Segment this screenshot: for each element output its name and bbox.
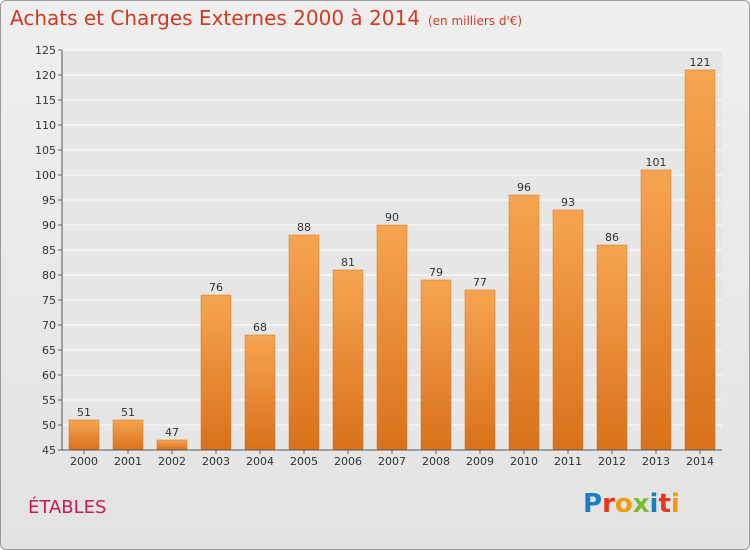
y-tick-label: 50 (42, 419, 56, 432)
logo-letter: x (632, 489, 650, 519)
y-tick-label: 65 (42, 344, 56, 357)
y-tick-label: 105 (35, 144, 56, 157)
commune-name: ÉTABLES (28, 497, 107, 518)
x-tick-label: 2005 (290, 455, 318, 468)
y-tick-label: 75 (42, 294, 56, 307)
bar-2012 (596, 244, 628, 451)
bar-value-label: 51 (77, 406, 91, 419)
bar-2006 (332, 269, 364, 451)
x-tick-label: 2001 (114, 455, 142, 468)
x-tick-label: 2014 (686, 455, 714, 468)
bar-value-label: 79 (429, 266, 443, 279)
bar-value-label: 90 (385, 211, 399, 224)
x-tick-label: 2003 (202, 455, 230, 468)
bar-2011 (552, 209, 584, 451)
title-unit: (en milliers d'€) (427, 14, 523, 28)
bar-value-label: 47 (165, 426, 179, 439)
logo-letter: o (614, 489, 633, 519)
y-tick-label: 90 (42, 219, 56, 232)
x-tick-label: 2002 (158, 455, 186, 468)
bar-value-label: 76 (209, 281, 223, 294)
logo-letter: r (602, 489, 615, 519)
y-tick-label: 70 (42, 319, 56, 332)
x-tick-label: 2012 (598, 455, 626, 468)
bar-value-label: 121 (690, 56, 711, 69)
bar-2001 (112, 419, 144, 451)
logo-letter: t (658, 489, 671, 519)
title-text: Achats et Charges Externes 2000 à 2014 (10, 6, 420, 30)
bar-2003 (200, 294, 232, 451)
chart-title: Achats et Charges Externes 2000 à 2014 (e… (10, 6, 522, 30)
x-tick-label: 2004 (246, 455, 274, 468)
bar-2007 (376, 224, 408, 451)
bar-2009 (464, 289, 496, 451)
y-tick-label: 120 (35, 69, 56, 82)
y-tick-label: 115 (35, 94, 56, 107)
bar-value-label: 77 (473, 276, 487, 289)
y-tick-label: 125 (35, 44, 56, 57)
logo-letter: i (670, 489, 680, 519)
x-tick-label: 2011 (554, 455, 582, 468)
proxiti-logo: Proxiti (583, 489, 680, 519)
x-tick-label: 2007 (378, 455, 406, 468)
y-tick-label: 110 (35, 119, 56, 132)
y-tick-label: 45 (42, 444, 56, 457)
y-tick-label: 85 (42, 244, 56, 257)
bar-value-label: 81 (341, 256, 355, 269)
bar-value-label: 88 (297, 221, 311, 234)
bar-2013 (640, 169, 672, 451)
logo-letter: P (583, 489, 603, 519)
y-tick-label: 100 (35, 169, 56, 182)
x-tick-label: 2000 (70, 455, 98, 468)
bar-value-label: 68 (253, 321, 267, 334)
bar-2004 (244, 334, 276, 451)
bar-2002 (156, 439, 188, 451)
bar-value-label: 86 (605, 231, 619, 244)
bar-value-label: 93 (561, 196, 575, 209)
x-tick-label: 2008 (422, 455, 450, 468)
y-tick-label: 60 (42, 369, 56, 382)
bar-2010 (508, 194, 540, 451)
x-tick-label: 2013 (642, 455, 670, 468)
bar-2005 (288, 234, 320, 451)
logo-letter: i (649, 489, 659, 519)
x-tick-label: 2010 (510, 455, 538, 468)
bar-value-label: 51 (121, 406, 135, 419)
bar-value-label: 96 (517, 181, 531, 194)
bar-2008 (420, 279, 452, 451)
y-tick-label: 95 (42, 194, 56, 207)
x-tick-label: 2006 (334, 455, 362, 468)
x-tick-label: 2009 (466, 455, 494, 468)
bar-2014 (684, 69, 716, 451)
bar-value-label: 101 (646, 156, 667, 169)
bar-2000 (68, 419, 100, 451)
y-tick-label: 55 (42, 394, 56, 407)
y-tick-label: 80 (42, 269, 56, 282)
